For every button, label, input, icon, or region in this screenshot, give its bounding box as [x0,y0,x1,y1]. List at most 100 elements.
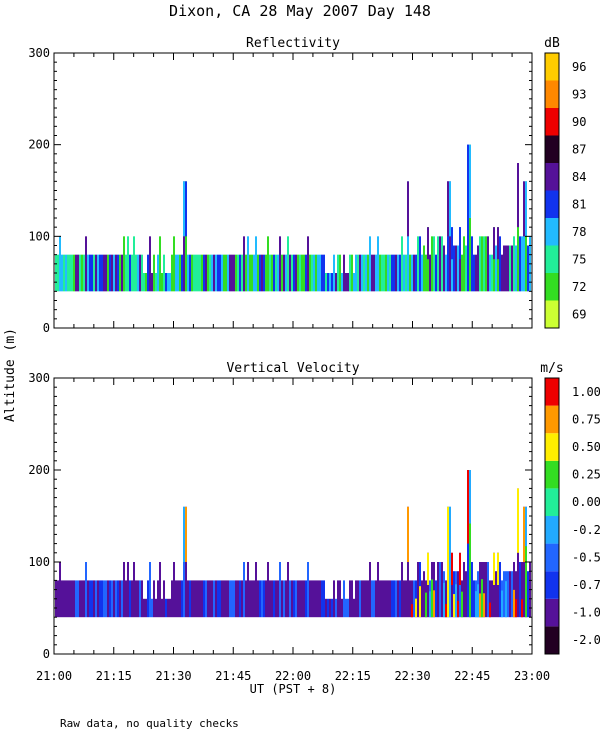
echo-column [257,254,259,292]
echo-column [303,254,305,292]
x-axis-vertical-velocity: 21:00 21:15 21:30 21:45 22:00 22:15 22:30 22:45… [36,378,550,683]
echo-column [241,254,243,292]
echo-column [107,580,109,618]
echo-column [93,254,95,292]
echo-column [391,254,393,292]
echo-column [305,254,307,292]
echo-column [465,571,467,618]
echo-column [327,598,329,618]
echo-column [115,580,117,618]
echo-column [281,254,283,292]
echo-column [201,254,203,292]
echo-column [129,254,131,292]
echo-column [513,236,515,292]
echo-column [293,580,295,618]
echo-column [283,580,285,618]
echo-column [191,254,193,292]
echo-column [349,254,351,292]
echo-column [249,254,251,292]
echo-peak-segment [467,470,469,544]
y-tick-label: 200 [28,463,50,477]
y-tick-label: 300 [28,371,50,385]
echo-peak-segment [447,506,449,562]
echo-column [495,571,497,618]
echo-peak-segment [447,181,449,237]
echo-column [479,236,481,292]
echo-column [215,580,217,618]
echo-column [289,254,291,292]
echo-peak-segment [497,552,499,585]
colorbar-units-reflectivity: dB [544,36,560,51]
echo-column [397,580,399,618]
echo-column [411,580,413,618]
echo-column [237,254,239,292]
echo-peak-segment [407,506,409,562]
echo-column [225,580,227,618]
echo-column [247,562,249,618]
echo-column [181,580,183,618]
echo-column [337,254,339,292]
echo-column [433,562,435,618]
echo-column [271,254,273,292]
echo-column [271,580,273,618]
echo-column [257,580,259,618]
echo-column [279,236,281,292]
echo-column [139,254,141,292]
echo-column [207,254,209,292]
echo-column [269,254,271,292]
echo-column [241,580,243,618]
echo-column [135,254,137,292]
echo-peak-segment [185,506,187,562]
echo-column [167,598,169,618]
echo-column [299,254,301,292]
panel-title-reflectivity: Reflectivity [246,36,340,51]
echo-column [473,580,475,618]
colorbar-segment [545,218,559,246]
echo-column [121,580,123,618]
echo-column [485,236,487,292]
echo-column [193,580,195,618]
echo-column [111,254,113,292]
echo-column [133,236,135,292]
echo-column [173,562,175,618]
echo-column [75,580,77,618]
echo-column [239,254,241,292]
echo-peak-segment [183,506,185,562]
echo-column [157,254,159,292]
echo-column [111,580,113,618]
echo-column [403,580,405,618]
echo-column [263,254,265,292]
echo-column [177,580,179,618]
echo-column [245,580,247,618]
echo-column [435,254,437,292]
colorbar-segment [545,516,559,544]
echo-column [163,254,165,292]
echo-column [507,571,509,618]
echo-velocity-segment [419,586,421,618]
echo-column [141,254,143,292]
echo-column [253,580,255,618]
echo-column [123,236,125,292]
echo-column [335,598,337,618]
echo-peak-segment [451,227,453,260]
echo-column [265,580,267,618]
echo-column [357,254,359,292]
echo-column [235,580,237,618]
echo-column [371,254,373,292]
echo-column [463,562,465,618]
echo-column [131,254,133,292]
echo-column [141,580,143,618]
colorbar-segment [545,53,559,81]
echo-column [491,580,493,618]
echo-column [239,580,241,618]
echo-column [455,245,457,292]
echo-column [205,580,207,618]
echo-column [67,254,69,292]
echo-column [331,273,333,292]
echo-column [389,254,391,292]
echo-velocity-segment [449,534,451,618]
echo-column [233,580,235,618]
echo-column [227,580,229,618]
echo-column [81,580,83,618]
echo-column [205,254,207,292]
